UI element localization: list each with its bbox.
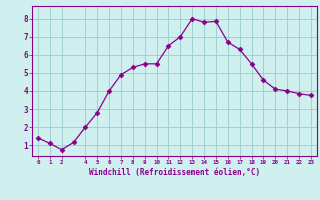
- X-axis label: Windchill (Refroidissement éolien,°C): Windchill (Refroidissement éolien,°C): [89, 168, 260, 177]
